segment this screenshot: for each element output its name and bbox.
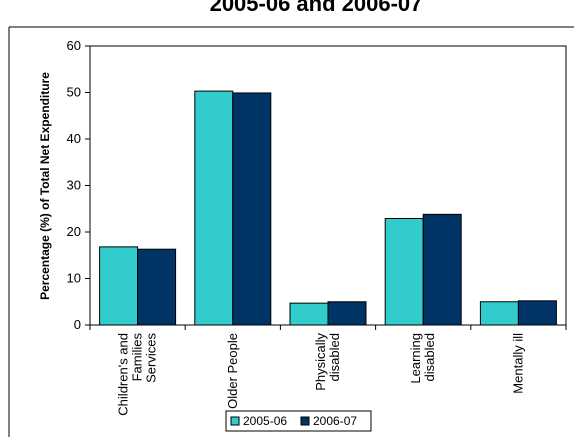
legend: 2005-06 2006-07 — [225, 410, 372, 432]
bar — [327, 301, 367, 326]
x-category-label: Learningdisabled — [408, 333, 437, 384]
x-category-label: Older People — [225, 333, 240, 409]
legend-swatch — [230, 416, 240, 426]
bar — [517, 300, 557, 326]
chart-title: 2005-06 and 2006-07 — [210, 0, 423, 16]
bar — [232, 92, 272, 326]
y-tick-label: 50 — [67, 85, 81, 100]
bar — [384, 218, 424, 326]
bar — [289, 302, 329, 326]
y-tick-label: 10 — [67, 271, 81, 286]
legend-entry-label: 2006-07 — [313, 414, 357, 428]
plot-area: 0 10 20 30 40 50 60 Children's andFamiliesServi… — [67, 38, 567, 416]
bar — [99, 246, 139, 326]
legend-entry-label: 2005-06 — [243, 414, 287, 428]
y-tick-label: 20 — [67, 224, 81, 239]
chart-border — [8, 26, 574, 437]
legend-box — [225, 410, 372, 432]
bar — [422, 213, 462, 326]
x-category-label: Mentally ill — [510, 333, 525, 394]
bar — [479, 301, 519, 326]
x-category-label: Children's andFamiliesServices — [116, 333, 159, 416]
y-tick-label: 60 — [67, 38, 81, 53]
y-axis-label: Percentage (%) of Total Net Expenditure — [38, 72, 52, 300]
y-tick-label: 30 — [67, 178, 81, 193]
y-tick-label: 0 — [74, 317, 81, 332]
legend-swatch — [300, 416, 310, 426]
y-tick-label: 40 — [67, 131, 81, 146]
bar — [137, 248, 177, 326]
bar — [194, 90, 234, 326]
x-category-label: Physicallydisabled — [313, 333, 342, 391]
